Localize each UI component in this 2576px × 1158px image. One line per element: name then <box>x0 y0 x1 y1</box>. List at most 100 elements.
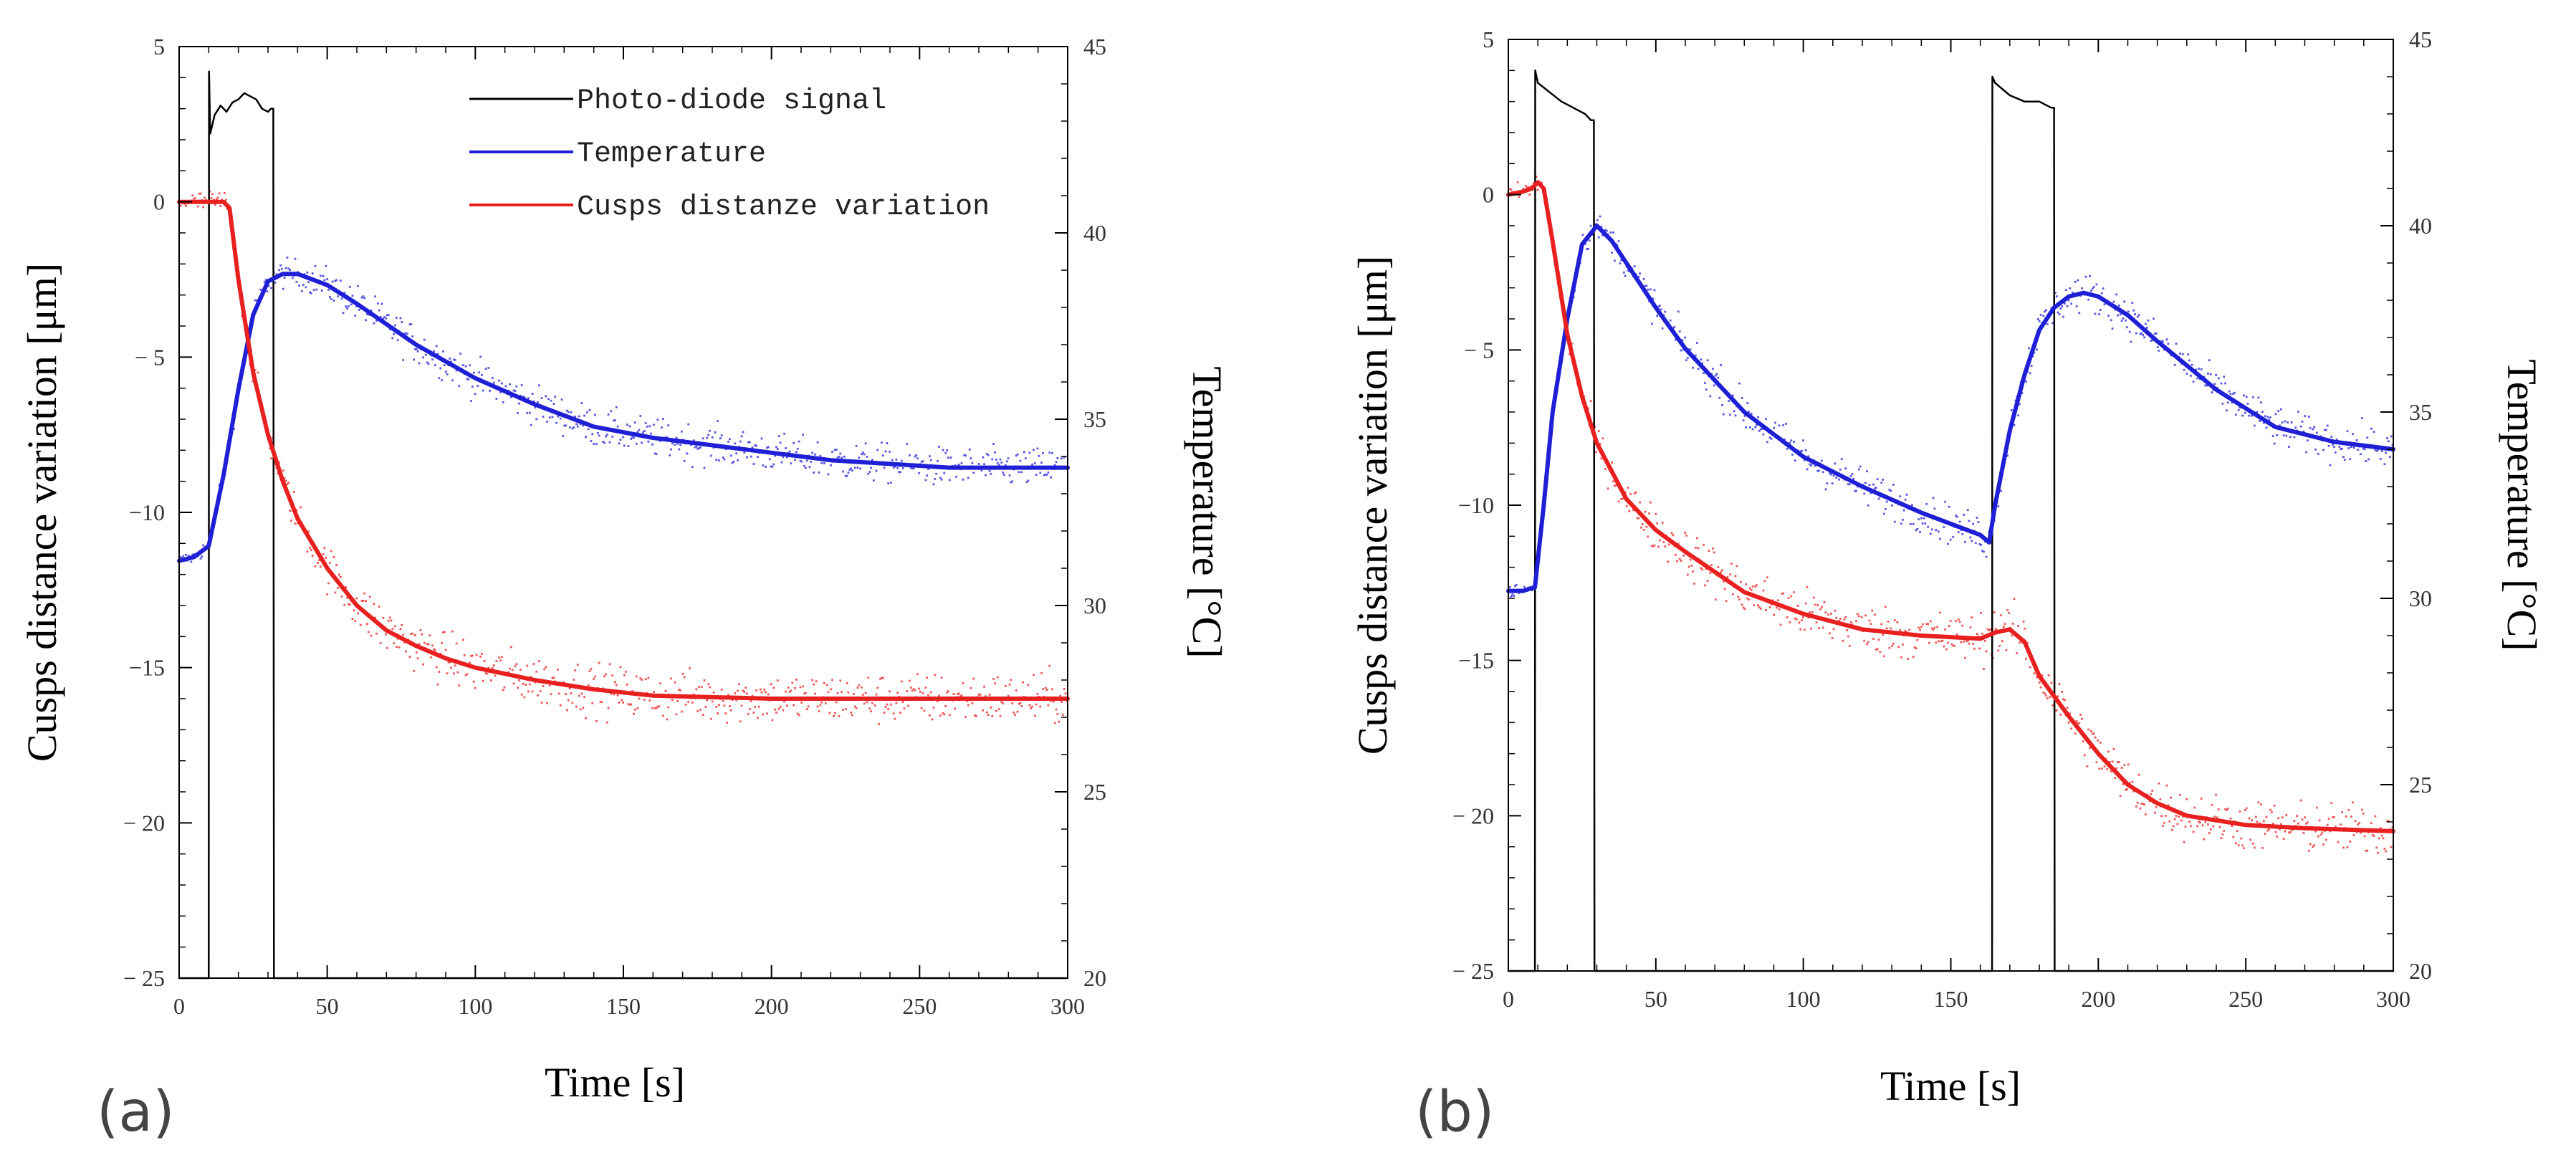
scatter-point <box>2301 421 2304 423</box>
plot-frame-a <box>178 46 1068 979</box>
scatter-point <box>310 292 312 295</box>
scatter-point <box>487 666 490 669</box>
x-tick-label: 300 <box>1050 993 1085 1019</box>
scatter-point <box>1033 714 1036 717</box>
scatter-point <box>1781 593 1783 595</box>
scatter-point <box>861 686 863 689</box>
scatter-point <box>762 713 765 716</box>
scatter-point <box>686 452 689 455</box>
scatter-point <box>700 686 703 688</box>
scatter-point <box>828 712 831 714</box>
scatter-point <box>2224 382 2226 385</box>
scatter-point <box>545 666 547 669</box>
scatter-point <box>1786 616 1789 618</box>
scatter-point <box>1834 462 1837 465</box>
scatter-point <box>322 274 325 277</box>
scatter-point <box>1834 609 1837 612</box>
scatter-point <box>1639 272 1641 275</box>
scatter-point <box>2309 843 2312 846</box>
scatter-point <box>1605 229 1608 232</box>
scatter-point <box>2198 820 2200 823</box>
scatter-point <box>853 693 855 695</box>
scatter-point <box>639 677 642 680</box>
scatter-point <box>805 459 808 462</box>
scatter-point <box>855 445 858 447</box>
scatter-point <box>1655 513 1657 515</box>
scatter-point <box>209 190 211 193</box>
scatter-point <box>2297 411 2299 413</box>
scatter-point <box>1063 456 1066 459</box>
scatter-point <box>1869 623 1872 626</box>
scatter-point <box>863 453 866 456</box>
scatter-point <box>591 433 594 436</box>
scatter-point <box>2388 820 2390 823</box>
scatter-point <box>204 196 206 199</box>
scatter-point <box>594 675 596 678</box>
scatter-point <box>909 466 912 469</box>
scatter-point <box>676 700 679 702</box>
scatter-point <box>707 683 709 686</box>
scatter-point <box>1927 525 1929 528</box>
scatter-point <box>1919 531 1921 533</box>
scatter-point <box>1843 618 1846 621</box>
scatter-point <box>1625 504 1628 507</box>
scatter-point <box>813 683 815 686</box>
scatter-point <box>748 441 751 444</box>
scatter-point <box>847 472 850 474</box>
scatter-point <box>2260 803 2262 806</box>
scatter-point <box>565 424 567 427</box>
scatter-point <box>775 446 777 449</box>
scatter-point <box>1915 647 1917 650</box>
scatter-point <box>2145 813 2147 815</box>
scatter-point <box>2118 761 2120 763</box>
scatter-point <box>1818 627 1821 629</box>
scatter-point <box>755 689 757 692</box>
scatter-point <box>1985 650 1988 653</box>
scatter-point <box>1612 231 1614 234</box>
scatter-point <box>1723 588 1726 590</box>
scatter-point <box>494 674 497 677</box>
scatter-point <box>2025 381 2028 383</box>
scatter-point <box>2322 843 2324 846</box>
scatter-point <box>1779 623 1782 626</box>
scatter-point <box>482 679 484 682</box>
scatter-point <box>323 547 326 550</box>
scatter-point <box>331 280 334 283</box>
scatter-point <box>2226 409 2228 412</box>
scatter-point <box>579 708 582 711</box>
scatter-point <box>1033 674 1035 676</box>
scatter-point <box>724 712 727 714</box>
scatter-point <box>380 302 383 305</box>
scatter-point <box>2226 809 2228 811</box>
scatter-point <box>1803 628 1806 631</box>
scatter-point <box>1689 558 1692 561</box>
scatter-point <box>777 435 780 437</box>
scatter-point <box>2256 411 2259 413</box>
scatter-point <box>2327 445 2330 447</box>
y-left-tick-label: −10 <box>1458 492 1494 518</box>
scatter-point <box>2042 315 2045 317</box>
scatter-point <box>1667 560 1669 563</box>
scatter-point <box>1629 492 1632 495</box>
x-tick-label: 150 <box>606 993 641 1019</box>
scatter-point <box>281 267 283 270</box>
scatter-point <box>2329 830 2332 833</box>
scatter-point <box>1874 649 1877 651</box>
scatter-point <box>1624 274 1627 277</box>
scatter-point <box>702 714 704 716</box>
scatter-point <box>2245 396 2248 398</box>
y-left-tick-label: −15 <box>1458 648 1494 674</box>
scatter-point <box>284 267 287 269</box>
scatter-point <box>532 400 535 403</box>
x-tick-label: 250 <box>2228 986 2263 1012</box>
scatter-point <box>1652 545 1655 547</box>
scatter-point <box>1821 626 1824 629</box>
scatter-point <box>403 332 406 335</box>
scatter-point <box>2231 401 2233 403</box>
scatter-point <box>879 678 881 680</box>
scatter-point <box>2299 799 2302 802</box>
scatter-point <box>971 461 974 464</box>
scatter-point <box>1035 474 1038 476</box>
scatter-point <box>1686 573 1689 576</box>
